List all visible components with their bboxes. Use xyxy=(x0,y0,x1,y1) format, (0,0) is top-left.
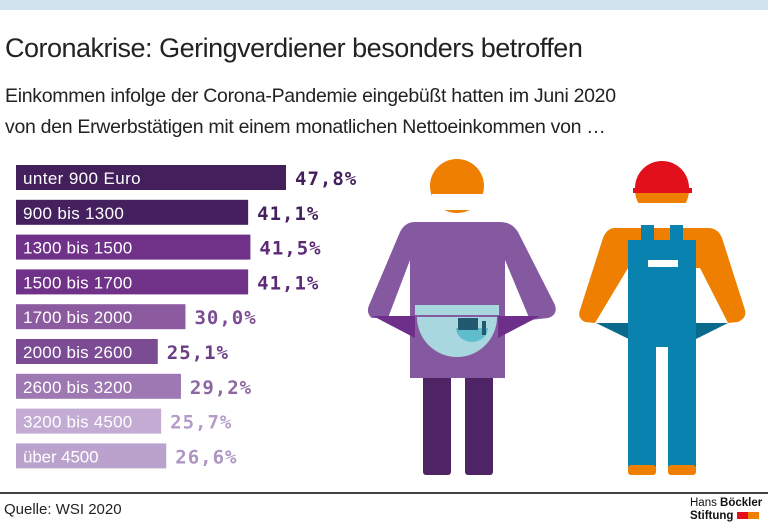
figure-construction-worker xyxy=(579,161,746,475)
value-label: 41,1% xyxy=(257,203,319,225)
footer-divider xyxy=(0,492,768,494)
bar xyxy=(16,165,286,190)
bar xyxy=(16,339,158,364)
source-note: Quelle: WSI 2020 xyxy=(4,501,122,518)
value-label: 25,1% xyxy=(167,342,229,364)
category-label: unter 900 Euro xyxy=(23,169,141,188)
illustration-workers xyxy=(367,159,746,475)
bar xyxy=(16,304,186,330)
category-label: 1500 bis 1700 xyxy=(23,273,132,292)
category-label: 1300 bis 1500 xyxy=(23,239,132,258)
category-label: 2000 bis 2600 xyxy=(23,343,132,362)
category-label: 3200 bis 4500 xyxy=(23,413,132,432)
chart-subtitle-line-1: Einkommen infolge der Corona-Pandemie ei… xyxy=(5,85,616,107)
chart-title: Coronakrise: Geringverdiener besonders b… xyxy=(5,33,583,63)
bar xyxy=(16,199,249,225)
empty-pocket-left xyxy=(373,316,415,338)
category-label: über 4500 xyxy=(23,447,99,466)
bar-chart: unter 900 Euro 47,8% 900 bis 1300 41,1% 1300… xyxy=(16,165,357,469)
value-label: 26,6% xyxy=(175,446,237,468)
value-label: 41,1% xyxy=(257,272,319,294)
hard-hat-icon xyxy=(633,161,692,193)
figure-service-worker xyxy=(367,159,556,475)
top-accent-bar xyxy=(0,0,768,10)
category-label: 1700 bis 2000 xyxy=(23,308,132,327)
chart-subtitle-line-2: von den Erwerbstätigen mit einem monatli… xyxy=(5,116,606,138)
bar xyxy=(16,373,181,399)
value-label: 41,5% xyxy=(259,238,321,260)
category-label: 900 bis 1300 xyxy=(23,204,124,223)
face-mask-icon xyxy=(432,194,483,210)
hans-boeckler-stiftung-logo: Hans Böckler Stiftung xyxy=(690,497,763,522)
bar xyxy=(16,443,167,469)
overalls xyxy=(628,225,696,467)
value-label: 25,7% xyxy=(170,412,232,434)
bar xyxy=(16,234,251,260)
face-mask-icon xyxy=(636,203,687,217)
empty-pocket-right xyxy=(498,316,540,338)
value-label: 47,8% xyxy=(295,168,357,190)
bar xyxy=(16,269,249,295)
bar xyxy=(16,408,162,434)
category-label: 2600 bis 3200 xyxy=(23,378,132,397)
value-label: 29,2% xyxy=(190,377,252,399)
value-label: 30,0% xyxy=(194,307,256,329)
